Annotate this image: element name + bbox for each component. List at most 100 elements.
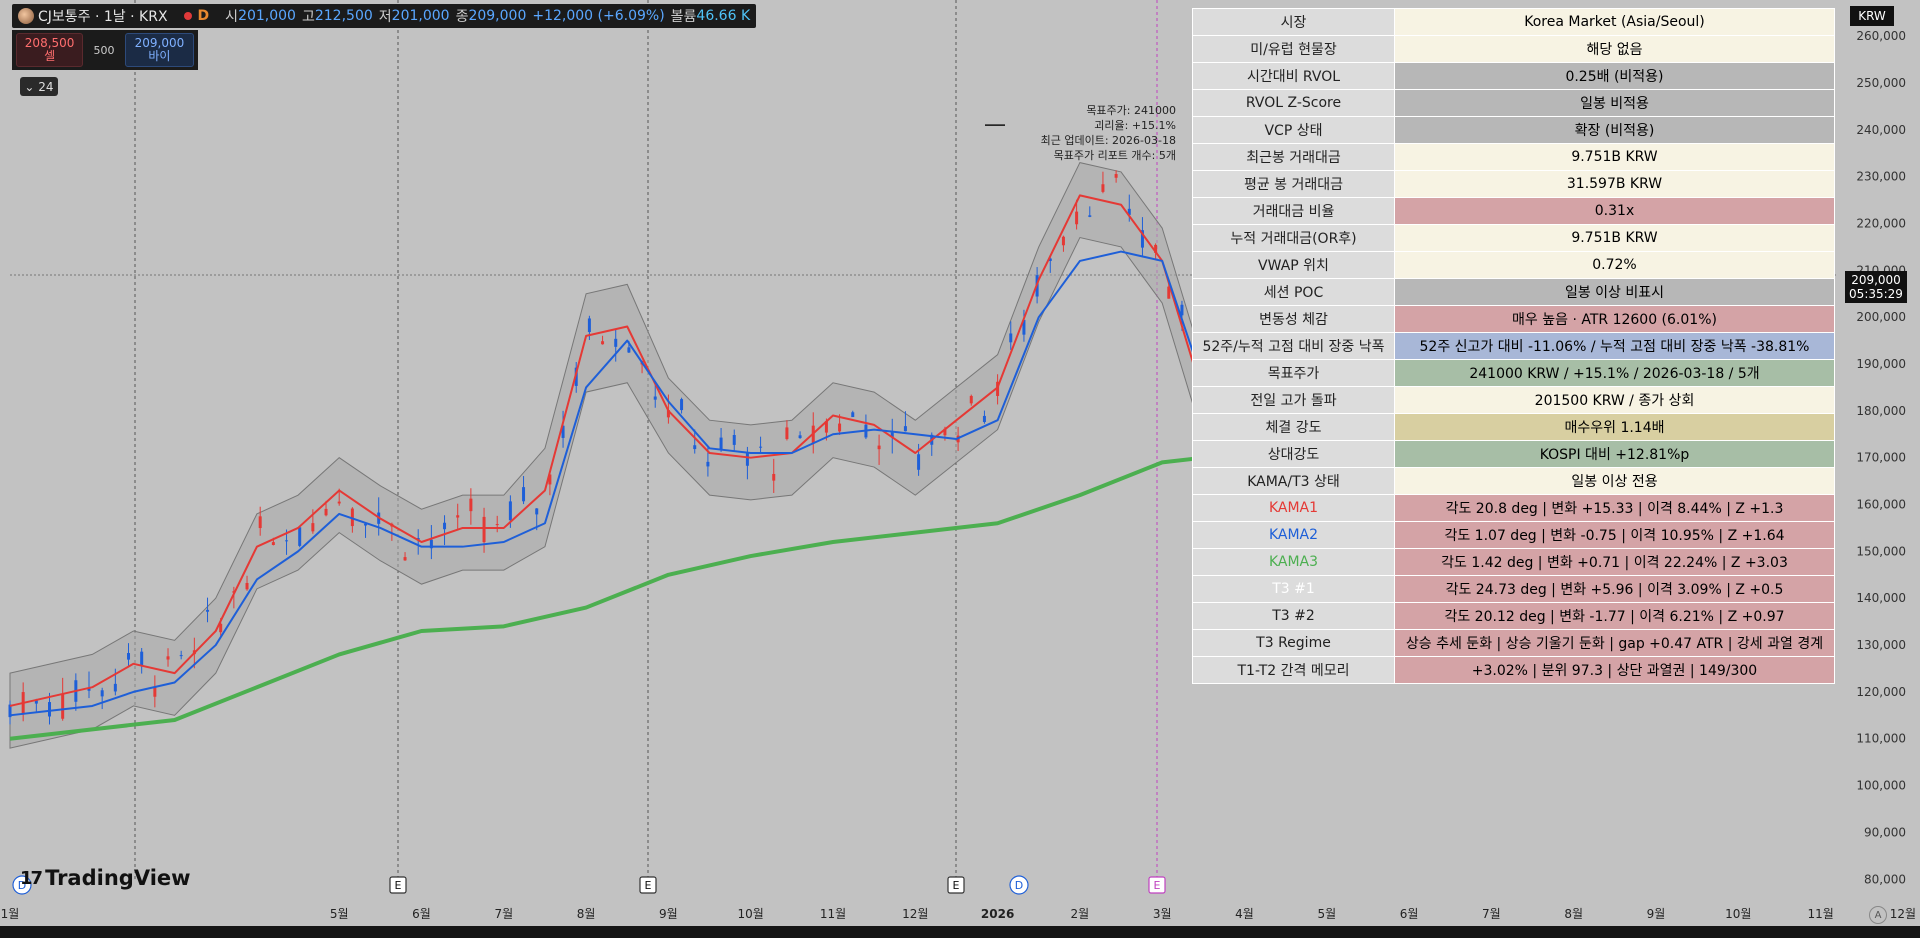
- event-marker-label: D: [18, 879, 26, 892]
- price-tick-label: 240,000: [1856, 123, 1906, 137]
- info-row: 시간대비 RVOL 0.25배 (비적용): [1192, 62, 1835, 90]
- info-key: T1-T2 간격 메모리: [1192, 656, 1395, 684]
- volume-value: 46.66 K: [696, 8, 751, 24]
- buy-price: 209,000: [134, 36, 185, 50]
- candle-body: [34, 700, 38, 704]
- info-value: 일봉 이상 전용: [1394, 467, 1835, 495]
- info-row: 최근봉 거래대금 9.751B KRW: [1192, 143, 1835, 171]
- candle-body: [1048, 258, 1052, 261]
- currency-button[interactable]: KRW: [1850, 6, 1894, 26]
- info-row: 세션 POC 일봉 이상 비표시: [1192, 278, 1835, 306]
- candle-body: [903, 426, 907, 432]
- time-tick-label: 7월: [494, 907, 513, 921]
- candle-body: [706, 461, 710, 467]
- time-tick-label: 5월: [330, 907, 349, 921]
- event-marker-label: E: [395, 879, 402, 892]
- time-tick-label: 6월: [412, 907, 431, 921]
- info-row: KAMA1 각도 20.8 deg | 변화 +15.33 | 이격 8.44% …: [1192, 494, 1835, 522]
- candle-body: [258, 516, 262, 529]
- info-row: T3 #1 각도 24.73 deg | 변화 +5.96 | 이격 3.09% …: [1192, 575, 1835, 603]
- info-row: 체결 강도 매수우위 1.14배: [1192, 413, 1835, 441]
- low-value: 201,000: [391, 8, 450, 24]
- symbol-legend[interactable]: CJ보통주 · 1날 · KRX D 시 201,000 고 212,500 저 20…: [12, 4, 757, 28]
- info-value: 매우 높음 · ATR 12600 (6.01%): [1394, 305, 1835, 333]
- event-marker-label: E: [953, 879, 960, 892]
- symbol-name[interactable]: CJ보통주 · 1날 · KRX: [38, 9, 168, 25]
- series-line-kama1: [9, 194, 1246, 707]
- tradingview-logo[interactable]: 17 TradingView: [20, 866, 191, 890]
- info-row: VCP 상태 확장 (비적용): [1192, 116, 1835, 144]
- info-value: 확장 (비적용): [1394, 116, 1835, 144]
- candle-body: [785, 427, 789, 440]
- price-axis[interactable]: 80,000 90,000 100,000 110,000 120,000 130,000…: [1838, 0, 1920, 926]
- time-tick-label: 3월: [1153, 907, 1172, 921]
- info-row: VWAP 위치 0.72%: [1192, 251, 1835, 279]
- info-value: 241000 KRW / +15.1% / 2026-03-18 / 5개: [1394, 359, 1835, 387]
- candle-body: [851, 412, 855, 418]
- info-key: 시장: [1192, 8, 1395, 36]
- info-value: 201500 KRW / 종가 상회: [1394, 386, 1835, 414]
- band-area: [9, 162, 1245, 749]
- tradingview-name: TradingView: [45, 866, 191, 890]
- price-tick-label: 150,000: [1856, 544, 1906, 558]
- time-tick-label: 12월: [902, 907, 928, 921]
- info-row: 52주/누적 고점 대비 장중 낙폭 52주 신고가 대비 -11.06% / 누…: [1192, 332, 1835, 360]
- price-tick-label: 180,000: [1856, 404, 1906, 418]
- time-tick-label: 10월: [738, 907, 764, 921]
- low-label: 저: [378, 9, 392, 25]
- price-tick-label: 140,000: [1856, 591, 1906, 605]
- candle-body: [179, 655, 183, 657]
- candle-body: [61, 693, 65, 719]
- candle-body: [48, 702, 52, 717]
- candle-body: [153, 686, 157, 697]
- candle-body: [838, 423, 842, 432]
- info-key: KAMA3: [1192, 548, 1395, 576]
- candle-body: [982, 415, 986, 423]
- candle-body: [627, 347, 631, 353]
- bollinger-band: [9, 162, 1245, 749]
- info-key: 세션 POC: [1192, 278, 1395, 306]
- info-value: 상승 추세 둔화 | 상승 기울기 둔화 | gap +0.47 ATR | 강…: [1394, 629, 1835, 657]
- auto-scale-button[interactable]: A: [1869, 906, 1887, 924]
- candle-body: [772, 473, 776, 481]
- target-price-annotation: 목표주가: 241000 괴리율: +15.1% 최근 업데이트: 2026-0…: [1010, 103, 1176, 163]
- candle-body: [877, 445, 881, 450]
- info-key: 평균 봉 거래대금: [1192, 170, 1395, 198]
- time-tick-label: 8월: [577, 907, 596, 921]
- indicator-collapse-button[interactable]: ⌄ 24: [20, 77, 58, 96]
- series-line-kama3: [9, 451, 1245, 741]
- candle-body: [1101, 184, 1105, 192]
- candle-body: [219, 623, 223, 633]
- sell-button[interactable]: 208,500 셀: [16, 33, 84, 67]
- candle-body: [443, 522, 447, 530]
- info-row: 시장 Korea Market (Asia/Seoul): [1192, 8, 1835, 36]
- candle-body: [890, 432, 894, 438]
- price-tick-label: 170,000: [1856, 451, 1906, 465]
- info-key: 상대강도: [1192, 440, 1395, 468]
- series-line-kama2: [9, 250, 1245, 717]
- candle-body: [495, 524, 499, 526]
- info-row: 변동성 체감 매우 높음 · ATR 12600 (6.01%): [1192, 305, 1835, 333]
- info-key: VWAP 위치: [1192, 251, 1395, 279]
- time-tick-label: 10월: [1725, 907, 1751, 921]
- buy-button[interactable]: 209,000 바이: [124, 33, 194, 67]
- time-axis[interactable]: 1월 5월 6월 7월 8월 9월 10월 11월 12월 2026 2월 3월 4월 5월 6월 7월 8월 9…: [1, 907, 1920, 921]
- high-label: 고: [301, 9, 315, 25]
- info-row: KAMA2 각도 1.07 deg | 변화 -0.75 | 이격 10.95% …: [1192, 521, 1835, 549]
- time-tick-label: 2026: [981, 907, 1014, 921]
- earnings-marker: [389, 876, 407, 894]
- high-value: 212,500: [314, 8, 373, 24]
- info-key: 체결 강도: [1192, 413, 1395, 441]
- info-key: T3 #1: [1192, 575, 1395, 603]
- info-key: T3 #2: [1192, 602, 1395, 630]
- candle-body: [324, 508, 328, 516]
- time-tick-label: 4월: [1235, 907, 1254, 921]
- time-tick-label: 5월: [1317, 907, 1336, 921]
- sell-label: 셀: [44, 49, 56, 63]
- info-row: KAMA/T3 상태 일봉 이상 전용: [1192, 467, 1835, 495]
- order-quantity[interactable]: 500: [93, 43, 115, 57]
- candle-body: [996, 381, 1000, 396]
- candle-body: [666, 410, 670, 418]
